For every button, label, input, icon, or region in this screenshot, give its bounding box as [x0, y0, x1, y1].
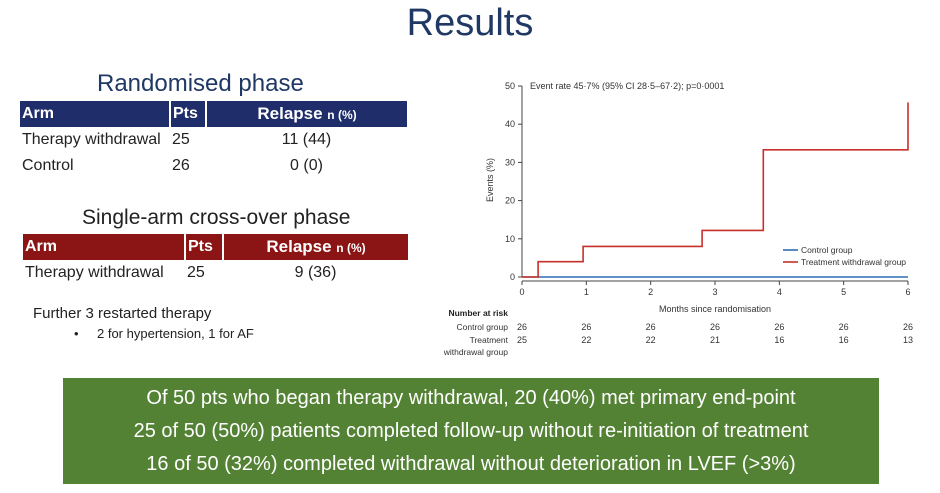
cell-pts: 26: [172, 157, 190, 174]
x-axis-label: Months since randomisation: [659, 304, 771, 314]
col-pts: Pts: [170, 101, 207, 127]
bullet-text: 2 for hypertension, 1 for AF: [97, 326, 254, 341]
risk-heading: Number at risk: [448, 308, 508, 318]
restart-note: Further 3 restarted therapy: [33, 305, 212, 322]
table-row: Control 26 0 (0): [20, 153, 407, 179]
y-tick-label: 40: [505, 119, 515, 129]
table-row: Therapy withdrawal 25 9 (36): [23, 260, 408, 286]
summary-line: 25 of 50 (50%) patients completed follow…: [133, 420, 809, 442]
risk-value: 26: [839, 322, 849, 332]
y-tick-label: 10: [505, 234, 515, 244]
cell-arm: Therapy withdrawal: [25, 264, 164, 281]
risk-row-label: Treatment: [470, 335, 509, 345]
randomised-table: Arm Pts Relapse n (%) Therapy withdrawal…: [20, 101, 407, 179]
summary-box: Of 50 pts who began therapy withdrawal, …: [63, 378, 879, 484]
cell-pts: 25: [172, 131, 190, 148]
risk-row-label: withdrawal group: [443, 347, 509, 357]
risk-value: 13: [903, 335, 913, 345]
summary-line: 16 of 50 (32%) completed withdrawal with…: [146, 453, 796, 475]
series-line-1: [522, 102, 909, 278]
y-tick-label: 20: [505, 196, 515, 206]
x-tick-label: 3: [712, 287, 717, 297]
legend-label: Control group: [801, 245, 853, 255]
cell-pts: 25: [187, 264, 205, 281]
table-row: Therapy withdrawal 25 11 (44): [20, 127, 407, 153]
crossover-table: Arm Pts Relapse n (%) Therapy withdrawal…: [23, 234, 408, 286]
x-tick-label: 4: [777, 287, 782, 297]
cell-arm: Control: [22, 157, 74, 174]
risk-value: 26: [581, 322, 591, 332]
x-tick-label: 0: [519, 287, 524, 297]
risk-value: 26: [774, 322, 784, 332]
x-tick-label: 6: [905, 287, 910, 297]
cell-relapse: 9 (36): [294, 264, 337, 281]
cell-arm: Therapy withdrawal: [22, 131, 161, 148]
x-tick-label: 2: [648, 287, 653, 297]
risk-value: 26: [646, 322, 656, 332]
randomised-heading: Randomised phase: [97, 70, 304, 97]
risk-value: 21: [710, 335, 720, 345]
risk-value: 22: [646, 335, 656, 345]
km-chart: Event rate 45·7% (95% CI 28·5–67·2); p=0…: [443, 81, 913, 357]
col-arm: Arm: [20, 101, 171, 127]
x-tick-label: 5: [841, 287, 846, 297]
summary-line: Of 50 pts who began therapy withdrawal, …: [146, 387, 796, 409]
y-tick-label: 30: [505, 157, 515, 167]
legend-label: Treatment withdrawal group: [801, 257, 906, 267]
bullet-mark: •: [74, 326, 79, 341]
col-relapse: Relapse n (%): [223, 234, 408, 260]
crossover-heading: Single-arm cross-over phase: [82, 206, 351, 229]
col-arm: Arm: [23, 234, 186, 260]
risk-value: 26: [710, 322, 720, 332]
col-pts: Pts: [185, 234, 224, 260]
risk-value: 25: [517, 335, 527, 345]
col-relapse: Relapse n (%): [206, 101, 407, 127]
risk-value: 22: [581, 335, 591, 345]
cell-relapse: 11 (44): [281, 131, 332, 148]
y-tick-label: 50: [505, 81, 515, 91]
risk-value: 26: [903, 322, 913, 332]
risk-value: 16: [839, 335, 849, 345]
risk-value: 26: [517, 322, 527, 332]
y-axis-label: Events (%): [485, 158, 495, 202]
chart-annotation: Event rate 45·7% (95% CI 28·5–67·2); p=0…: [530, 81, 724, 91]
y-tick-label: 0: [510, 272, 515, 282]
risk-value: 16: [774, 335, 784, 345]
cell-relapse: 0 (0): [290, 157, 323, 174]
page-title: Results: [406, 2, 534, 44]
x-tick-label: 1: [584, 287, 589, 297]
risk-row-label: Control group: [456, 322, 508, 332]
